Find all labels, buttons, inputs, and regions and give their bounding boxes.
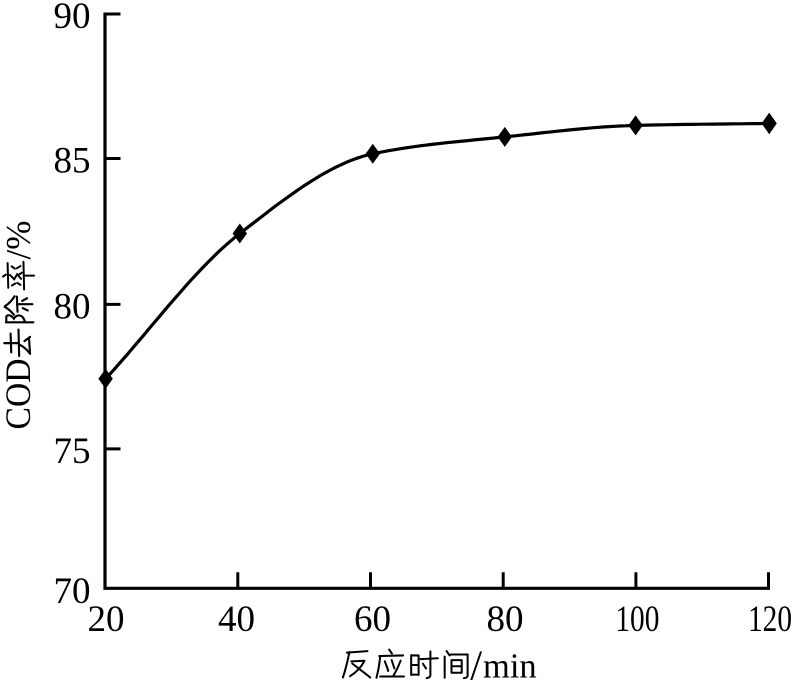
svg-text:75: 75: [54, 431, 91, 472]
svg-text:80: 80: [54, 287, 91, 328]
svg-text:60: 60: [354, 599, 391, 640]
svg-text:90: 90: [54, 0, 91, 37]
svg-text:85: 85: [54, 141, 91, 182]
svg-text:/%: /%: [0, 221, 38, 260]
svg-text:20: 20: [88, 599, 125, 640]
svg-text:70: 70: [54, 571, 91, 612]
svg-text:/: /: [470, 642, 482, 687]
svg-text:COD: COD: [0, 359, 38, 430]
svg-text:80: 80: [487, 599, 524, 640]
svg-text:100: 100: [615, 599, 659, 640]
svg-text:min: min: [483, 648, 537, 686]
svg-text:120: 120: [748, 599, 792, 640]
svg-text:40: 40: [218, 599, 255, 640]
